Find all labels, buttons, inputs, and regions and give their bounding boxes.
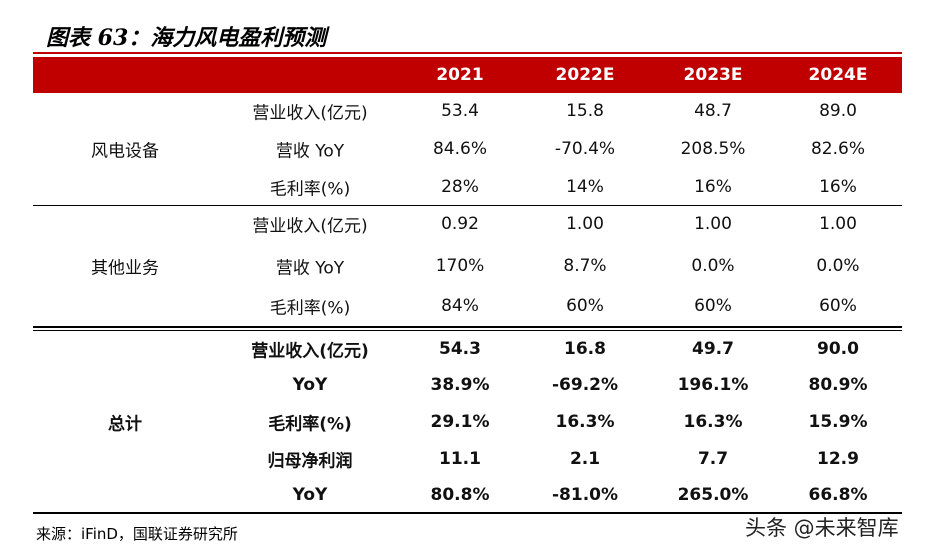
cell: 16.8	[564, 339, 606, 359]
cell: 8.7%	[563, 256, 607, 276]
metric-label: YoY	[292, 485, 328, 505]
cell: 82.6%	[810, 139, 866, 159]
cell: -69.2%	[551, 375, 619, 395]
cell: 7.7	[697, 449, 729, 469]
cell: 12.9	[817, 449, 859, 469]
metric-label: 毛利率(%)	[268, 414, 352, 435]
cell: 196.1%	[677, 375, 749, 395]
cell: 0.92	[441, 214, 479, 234]
header-bar	[33, 57, 902, 93]
cell: 89.0	[819, 101, 857, 121]
cell: 208.5%	[680, 139, 746, 159]
cell: 49.7	[692, 339, 734, 359]
column-header: 2023E	[683, 65, 743, 85]
cell: 38.9%	[430, 375, 490, 395]
metric-label: 营业收入(亿元)	[252, 216, 368, 237]
cell: 16.3%	[555, 412, 615, 432]
cell: 90.0	[817, 339, 859, 359]
cell: 28%	[441, 177, 479, 197]
group-label: 总计	[108, 414, 142, 435]
cell: 2.1	[569, 449, 601, 469]
group-label: 风电设备	[91, 141, 159, 162]
metric-label: 营收 YoY	[275, 141, 345, 162]
cell: 11.1	[439, 449, 481, 469]
metric-label: 营收 YoY	[275, 258, 345, 279]
metric-label: 归母净利润	[267, 451, 353, 472]
cell: 80.8%	[430, 485, 490, 505]
column-header: 2022E	[555, 65, 615, 85]
cell: 60%	[566, 296, 604, 316]
cell: 60%	[819, 296, 857, 316]
cell: 80.9%	[808, 375, 868, 395]
rule	[33, 330, 902, 331]
cell: 14%	[566, 177, 604, 197]
rule	[33, 326, 902, 328]
metric-label: YoY	[292, 375, 328, 395]
metric-label: 营业收入(亿元)	[251, 341, 369, 362]
cell: 0.0%	[691, 256, 735, 276]
cell: 265.0%	[677, 485, 749, 505]
metric-label: 营业收入(亿元)	[252, 103, 368, 124]
cell: 48.7	[694, 101, 732, 121]
cell: 16%	[694, 177, 732, 197]
cell: 84.6%	[432, 139, 488, 159]
cell: 54.3	[439, 339, 481, 359]
cell: 1.00	[694, 214, 732, 234]
group-label: 其他业务	[91, 258, 159, 279]
column-header: 2024E	[808, 65, 868, 85]
title: 图表 63：海力风电盈利预测	[46, 25, 327, 51]
cell: 66.8%	[808, 485, 868, 505]
cell: 15.9%	[808, 412, 868, 432]
rule	[33, 512, 902, 514]
column-header: 2021	[436, 65, 484, 85]
source: 来源：iFinD，国联证券研究所	[36, 525, 238, 543]
cell: 1.00	[819, 214, 857, 234]
cell: 0.0%	[816, 256, 860, 276]
cell: 16.3%	[683, 412, 743, 432]
cell: -70.4%	[554, 139, 616, 159]
rule	[33, 205, 902, 206]
cell: -81.0%	[551, 485, 619, 505]
cell: 53.4	[441, 101, 479, 121]
cell: 15.8	[566, 101, 604, 121]
cell: 60%	[694, 296, 732, 316]
title-rule	[33, 52, 902, 54]
cell: 29.1%	[430, 412, 490, 432]
watermark: 头条 @未来智库	[745, 516, 899, 540]
cell: 1.00	[566, 214, 604, 234]
metric-label: 毛利率(%)	[269, 179, 351, 200]
cell: 170%	[435, 256, 485, 276]
cell: 84%	[441, 296, 479, 316]
cell: 16%	[819, 177, 857, 197]
metric-label: 毛利率(%)	[269, 298, 351, 319]
